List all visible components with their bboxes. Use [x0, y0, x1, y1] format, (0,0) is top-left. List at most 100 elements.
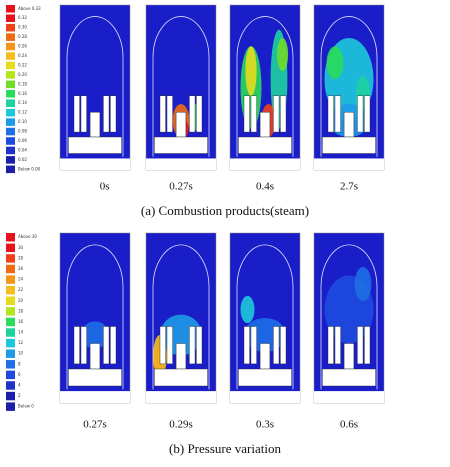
dome [320, 244, 378, 288]
component [159, 326, 166, 365]
contour-panel [59, 232, 131, 404]
legend-swatch [6, 402, 15, 411]
legend-label: Below 0.00 [18, 166, 41, 171]
legend-label: 16 [18, 319, 24, 324]
footer [230, 391, 300, 403]
caption-b: (b) Pressure variation [169, 441, 281, 456]
time-label: 0.27s [169, 181, 193, 193]
component [250, 326, 257, 365]
legend-swatch [6, 61, 15, 70]
legend-label: 0.26 [18, 44, 27, 49]
dome [152, 16, 210, 58]
component [196, 326, 203, 365]
legend-label: 10 [18, 351, 24, 356]
dome [66, 244, 124, 288]
legend-swatch [6, 360, 15, 369]
legend-swatch [6, 370, 15, 380]
legend-label: 0.02 [18, 157, 27, 162]
legend-label: 0.32 [18, 15, 27, 20]
component [103, 326, 110, 365]
contour-region [245, 46, 257, 96]
legend-swatch [6, 90, 15, 98]
legend-label: 26 [18, 266, 24, 271]
legend-label: 0.30 [18, 25, 27, 30]
component [103, 95, 110, 133]
contour-panel [313, 4, 385, 171]
component [364, 95, 371, 133]
pedestal [89, 112, 101, 138]
contour-panel [145, 4, 217, 171]
floor [238, 136, 292, 154]
legend-swatch [6, 127, 15, 136]
component [166, 95, 173, 133]
component [80, 95, 87, 133]
legend-swatch [6, 391, 15, 401]
legend-swatch [6, 349, 15, 358]
pedestal [259, 343, 271, 370]
component [166, 326, 173, 365]
time-label: 0.3s [256, 419, 274, 431]
pedestal [343, 112, 355, 138]
floor [68, 368, 122, 387]
legend-label: 0.16 [18, 91, 27, 96]
component [250, 95, 257, 133]
floor [154, 368, 208, 387]
time-label: 0.27s [83, 419, 107, 431]
legend-label: 0.08 [18, 129, 27, 134]
caption-a: (a) Combustion products(steam) [141, 203, 309, 218]
component [273, 95, 280, 133]
contour-region [276, 38, 289, 71]
footer [314, 391, 384, 403]
footer [146, 391, 216, 403]
legend-label: 22 [18, 287, 24, 292]
legend-swatch [6, 108, 15, 117]
legend-swatch [6, 71, 15, 79]
dome [236, 244, 294, 288]
contour-panel [229, 4, 301, 171]
dome [66, 16, 124, 58]
contour-panel [229, 232, 301, 404]
dome [152, 244, 210, 288]
legend-label: 0.06 [18, 138, 27, 143]
legend-label: 0.20 [18, 72, 27, 77]
legend-swatch [6, 156, 15, 164]
legend-swatch [6, 264, 15, 274]
legend-label: 18 [18, 308, 24, 313]
legend-swatch [6, 14, 15, 22]
legend-swatch [6, 33, 15, 41]
component [280, 95, 287, 133]
footer [60, 391, 130, 403]
legend-label: 30 [18, 245, 24, 250]
legend-swatch [6, 52, 15, 60]
legend-swatch [6, 165, 15, 174]
legend-swatch [6, 307, 15, 316]
component [159, 95, 166, 133]
component [327, 95, 334, 133]
footer [146, 158, 216, 170]
legend-label: 0.24 [18, 53, 27, 58]
component [357, 326, 364, 365]
legend-swatch [6, 99, 15, 107]
contour-region [354, 267, 372, 301]
component [280, 326, 287, 365]
legend-label: 0.12 [18, 110, 27, 115]
pedestal [175, 343, 187, 370]
footer [230, 158, 300, 170]
time-label: 0.6s [340, 419, 358, 431]
component [364, 326, 371, 365]
legend-label: 0.14 [18, 100, 27, 105]
legend-label: Above 30 [18, 234, 37, 239]
dome [320, 16, 378, 58]
contour-region [240, 295, 255, 324]
floor [154, 136, 208, 154]
legend-swatch [6, 118, 15, 126]
pedestal [343, 343, 355, 370]
footer [60, 158, 130, 170]
legend-swatch [6, 243, 15, 253]
component [243, 95, 250, 133]
legend-swatch [6, 5, 15, 13]
legend-label: 14 [18, 330, 24, 335]
component [334, 95, 341, 133]
legend-swatch [6, 285, 15, 295]
